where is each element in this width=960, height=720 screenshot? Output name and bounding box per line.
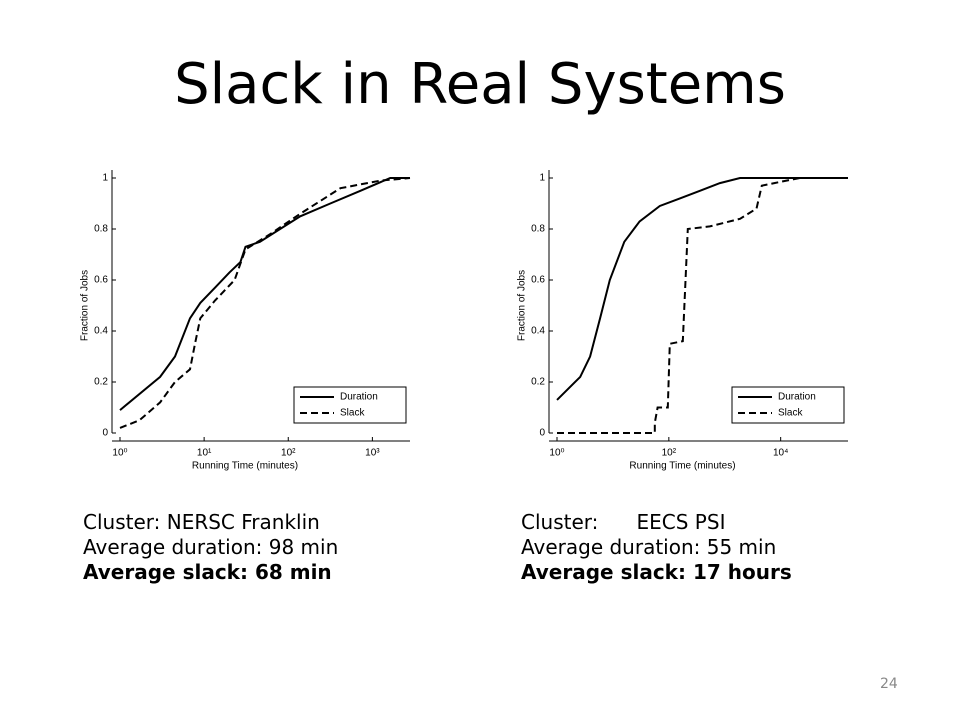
x-axis-label: Running Time (minutes)	[629, 461, 735, 472]
x-tick-label: 10⁰	[112, 448, 127, 459]
x-tick-label: 10⁰	[549, 448, 564, 459]
caption: Cluster: EECS PSI Average duration: 55 m…	[521, 510, 792, 585]
legend-label: Slack	[340, 408, 365, 419]
caption: Cluster: NERSC Franklin Average duration…	[83, 510, 338, 585]
caption-line: Cluster: NERSC Franklin	[83, 510, 320, 534]
y-tick-label: 1	[539, 173, 545, 184]
y-tick-label: 0.2	[94, 377, 108, 388]
y-tick-label: 0.4	[94, 326, 108, 337]
y-tick-label: 0.4	[531, 326, 545, 337]
x-axis-label: Running Time (minutes)	[192, 461, 298, 472]
x-tick-label: 10¹	[197, 448, 212, 459]
caption-line: Average slack: 68 min	[83, 560, 332, 584]
y-axis-label: Fraction of Jobs	[517, 270, 528, 341]
y-tick-label: 0.8	[531, 224, 545, 235]
legend-label: Duration	[778, 392, 816, 403]
slide-title: Slack in Real Systems	[174, 52, 786, 117]
legend-label: Slack	[778, 408, 803, 419]
page-number: 24	[880, 676, 898, 692]
charts: 0 0.2 0.4 0.6 0.8 1 10⁰ 10¹ 10² 10³ Running Time (…	[80, 170, 848, 472]
legend-box	[293, 386, 407, 424]
legend-box	[731, 386, 845, 424]
caption-line: Cluster: EECS PSI	[521, 510, 726, 534]
y-tick-label: 0.8	[94, 224, 108, 235]
series-line	[119, 177, 410, 411]
y-tick-label: 0.6	[94, 275, 108, 286]
caption-line: Average slack: 17 hours	[521, 560, 792, 584]
y-tick-label: 0	[102, 428, 108, 439]
series-line	[556, 177, 848, 401]
x-tick-label: 10⁴	[773, 448, 788, 459]
y-axis-label: Fraction of Jobs	[80, 270, 91, 341]
x-tick-label: 10³	[365, 448, 380, 459]
caption-line: Average duration: 55 min	[521, 535, 777, 559]
legend-label: Duration	[340, 392, 378, 403]
x-tick-label: 10²	[662, 448, 677, 459]
y-tick-label: 0.6	[531, 275, 545, 286]
x-tick-label: 10²	[281, 448, 296, 459]
y-tick-label: 0.2	[531, 377, 545, 388]
series-line	[119, 177, 411, 429]
y-tick-label: 1	[102, 173, 108, 184]
y-tick-label: 0	[539, 428, 545, 439]
series-line	[557, 177, 848, 434]
caption-line: Average duration: 98 min	[83, 535, 339, 559]
